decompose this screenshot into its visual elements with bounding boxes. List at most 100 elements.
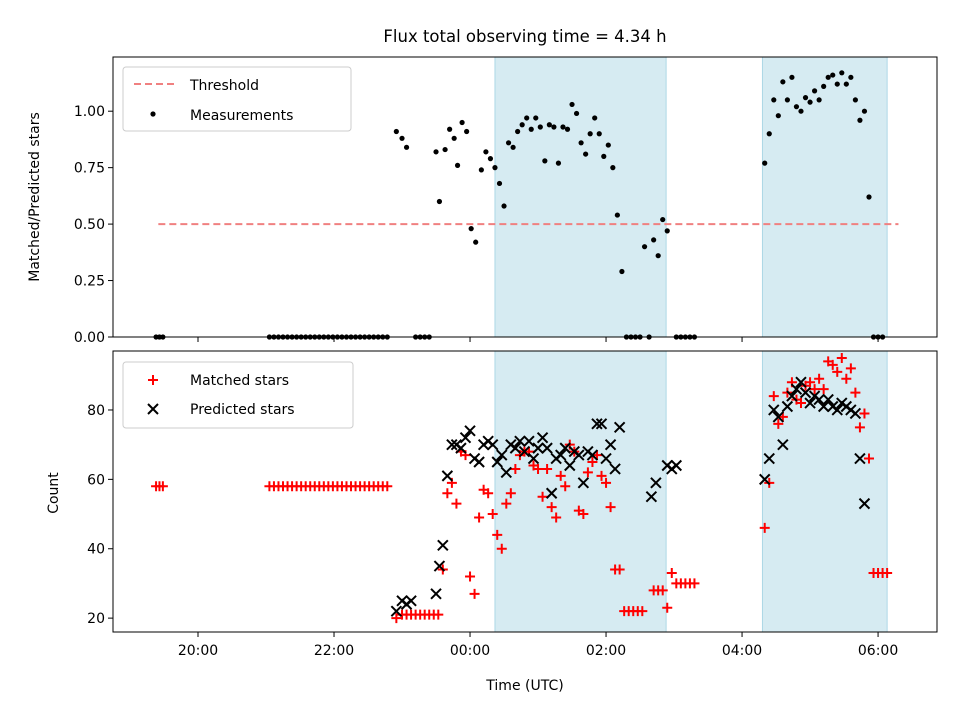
top-legend: Threshold Measurements bbox=[122, 66, 352, 132]
measurement-point bbox=[551, 124, 557, 130]
predicted-star-marker bbox=[573, 449, 585, 461]
measurement-point bbox=[451, 135, 457, 141]
measurement-point bbox=[459, 119, 465, 126]
measurement-point bbox=[501, 203, 507, 209]
measurement-points bbox=[153, 70, 886, 340]
predicted-star-marker bbox=[437, 539, 449, 551]
y-tick-label: 80 bbox=[87, 403, 105, 419]
measurement-point bbox=[569, 101, 575, 108]
measurement-point bbox=[433, 149, 439, 155]
predicted-star-marker bbox=[536, 432, 549, 444]
matched-star-marker bbox=[637, 606, 648, 617]
matched-star-marker bbox=[157, 481, 168, 492]
measurement-point bbox=[403, 144, 410, 150]
matched-star-marker bbox=[382, 481, 393, 492]
matched-star-marker bbox=[814, 373, 825, 384]
matched-star-marker bbox=[537, 491, 548, 502]
measurement-point bbox=[601, 153, 607, 159]
measurement-point bbox=[821, 83, 827, 89]
predicted-star-marker bbox=[786, 390, 798, 402]
predicted-star-marker bbox=[464, 425, 476, 437]
measurement-point bbox=[442, 146, 448, 153]
x-tick-label: 00:00 bbox=[450, 643, 490, 659]
top-x-axis-ticks bbox=[197, 337, 879, 342]
measurement-point bbox=[483, 149, 489, 155]
predicted-star-marker bbox=[604, 438, 617, 451]
observing-window-2 bbox=[761, 56, 888, 338]
measurement-point bbox=[830, 72, 836, 78]
matched-star-marker bbox=[805, 377, 816, 388]
measurement-point bbox=[793, 104, 800, 110]
measurement-point bbox=[492, 165, 498, 171]
predicted-star-marker bbox=[491, 456, 503, 468]
matched-star-marker bbox=[836, 352, 847, 363]
predicted-star-marker bbox=[532, 442, 544, 454]
predicted-star-marker bbox=[831, 404, 843, 416]
matched-star-marker bbox=[391, 613, 402, 624]
legend-threshold-label: Threshold bbox=[189, 78, 259, 94]
predicted-star-marker bbox=[804, 397, 816, 409]
measurement-point bbox=[825, 74, 831, 80]
matched-star-marker bbox=[841, 373, 852, 384]
predicted-star-marker bbox=[559, 442, 571, 454]
observing-windows-bottom bbox=[494, 350, 888, 633]
measurement-point bbox=[528, 126, 534, 132]
matched-star-marker bbox=[483, 488, 494, 499]
matched-star-marker bbox=[501, 498, 512, 509]
measurement-point bbox=[487, 156, 494, 162]
predicted-star-marker bbox=[523, 435, 535, 447]
predicted-star-marker bbox=[577, 477, 590, 489]
chart-title: Flux total observing time = 4.34 h bbox=[383, 27, 666, 46]
matched-star-marker bbox=[442, 488, 453, 499]
observing-window-1 bbox=[494, 350, 667, 633]
predicted-star-marker bbox=[430, 588, 442, 600]
measurement-point bbox=[811, 88, 818, 94]
predicted-star-marker bbox=[455, 442, 467, 454]
predicted-star-marker bbox=[496, 449, 508, 461]
measurement-point bbox=[393, 128, 399, 135]
y-tick-label: 40 bbox=[87, 542, 105, 558]
measurement-point bbox=[843, 81, 849, 87]
matched-star-marker bbox=[465, 571, 476, 582]
predicted-star-marker bbox=[595, 418, 608, 430]
measurement-point bbox=[762, 160, 768, 166]
predicted-star-marker bbox=[541, 442, 553, 454]
legend-measurement-swatch bbox=[150, 111, 156, 117]
predicted-star-marker bbox=[405, 595, 417, 607]
measurement-point bbox=[578, 140, 584, 146]
measurement-point bbox=[771, 97, 777, 103]
predicted-star-marker bbox=[813, 393, 825, 406]
predicted-star-marker bbox=[777, 438, 789, 451]
measurement-point bbox=[641, 244, 648, 250]
measurement-point bbox=[546, 122, 552, 128]
top-y-axis-ticks: 0.00 0.25 0.50 0.75 1.00 bbox=[74, 104, 113, 346]
x-tick-label: 20:00 bbox=[178, 643, 218, 659]
predicted-star-marker bbox=[858, 497, 871, 510]
top-legend-box bbox=[122, 66, 352, 132]
matched-star-marker bbox=[845, 363, 856, 374]
x-tick-label: 02:00 bbox=[586, 643, 626, 659]
measurement-point bbox=[555, 160, 562, 166]
measurement-point bbox=[852, 97, 858, 103]
predicted-star-marker bbox=[486, 438, 499, 451]
measurement-point bbox=[542, 158, 548, 164]
bottom-x-axis-ticks: 20:00 22:00 00:00 02:00 04:00 06:00 bbox=[178, 632, 898, 659]
measurement-point bbox=[447, 126, 453, 132]
matched-star-marker bbox=[582, 467, 593, 478]
predicted-star-marker bbox=[473, 456, 485, 468]
measurement-point bbox=[839, 70, 845, 76]
y-tick-label: 0.00 bbox=[74, 330, 105, 346]
matched-star-marker bbox=[542, 463, 553, 474]
predicted-star-marker bbox=[613, 421, 626, 434]
top-axes-frame bbox=[112, 56, 938, 338]
y-tick-label: 0.25 bbox=[74, 274, 105, 290]
matched-star-marker bbox=[818, 384, 829, 395]
matched-star-marker bbox=[433, 609, 444, 620]
matched-star-marker bbox=[614, 564, 625, 575]
matched-star-marker bbox=[533, 463, 544, 474]
predicted-star-marker bbox=[670, 459, 683, 472]
predicted-star-marker bbox=[772, 411, 785, 423]
measurement-point bbox=[766, 131, 772, 137]
matched-star-marker bbox=[451, 498, 462, 509]
